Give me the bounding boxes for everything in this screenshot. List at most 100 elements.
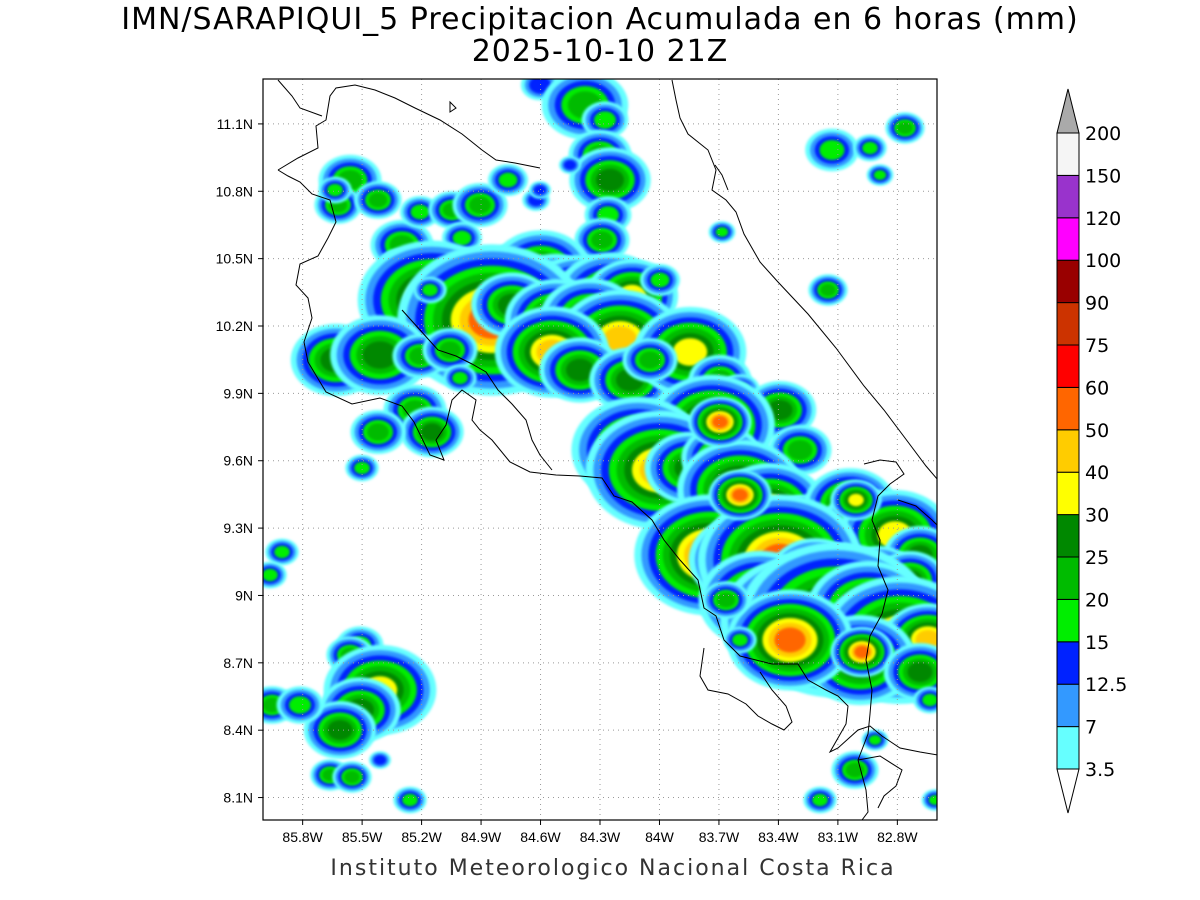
colorbar-label: 100 — [1085, 250, 1121, 272]
colorbar-box — [1056, 302, 1080, 346]
caribbean-coast — [671, 79, 937, 480]
colorbar-box — [1056, 514, 1080, 558]
map-grid — [263, 79, 937, 820]
lat-tick-label: 9N — [235, 587, 253, 603]
precip-contour — [439, 341, 461, 359]
precip-contour — [639, 351, 661, 369]
precip-contour — [469, 196, 491, 214]
institution-credit: Instituto Meteorologico Nacional Costa R… — [330, 856, 896, 881]
precip-contour — [820, 283, 836, 297]
colorbar-box — [1056, 217, 1080, 261]
colorbar-box — [1056, 726, 1080, 770]
precip-contour — [529, 79, 551, 94]
nicaragua-coast-north — [277, 79, 323, 117]
precip-contour — [716, 592, 736, 608]
colorbar-box — [1056, 174, 1080, 219]
precip-contour — [732, 488, 748, 502]
precip-contour — [421, 423, 443, 441]
lon-tick-label: 84.6W — [520, 829, 561, 845]
coastlines-borders — [277, 79, 937, 820]
lake-island — [449, 100, 457, 113]
precip-contour — [289, 696, 311, 714]
colorbar-label: 25 — [1085, 547, 1109, 569]
precip-contour — [344, 770, 360, 784]
colorbar-box — [1056, 641, 1080, 685]
pacific-coast-north — [277, 169, 937, 756]
colorbar-label: 60 — [1085, 377, 1109, 399]
lon-tick-label: 84.9W — [461, 829, 502, 845]
colorbar-box — [1056, 471, 1080, 516]
lon-tick-label: 85.8W — [282, 829, 323, 845]
map-title: IMN/SARAPIQUI_5 Precipitacion Acumulada … — [121, 2, 1079, 37]
colorbar-box — [1056, 556, 1080, 600]
colorbar-label: 75 — [1085, 335, 1109, 357]
map-subtitle: 2025-10-10 21Z — [471, 34, 729, 69]
colorbar-label: 15 — [1085, 632, 1109, 654]
colorbar-box — [1056, 386, 1080, 431]
precip-contour — [868, 735, 882, 745]
lat-tick-label: 9.3N — [223, 520, 253, 536]
colorbar-label: 20 — [1085, 589, 1109, 611]
colorbar-box — [1056, 598, 1080, 643]
precip-contour — [767, 400, 793, 420]
precip-contour — [410, 204, 430, 220]
precip-contour — [897, 121, 913, 135]
precip-contour — [848, 493, 864, 507]
colorbar-under-triangle — [1056, 768, 1080, 814]
precip-contour — [565, 358, 595, 382]
colorbar-over-triangle — [1056, 88, 1080, 134]
colorbar-box — [1056, 259, 1080, 304]
colorbar-label: 50 — [1085, 420, 1109, 442]
precip-contour — [862, 141, 878, 155]
colorbar-label: 200 — [1085, 123, 1121, 145]
lat-tick-label: 8.4N — [223, 722, 253, 738]
lat-tick-label: 9.9N — [223, 385, 253, 401]
precip-contour — [498, 172, 518, 188]
precip-contour — [774, 627, 806, 653]
lon-tick-label: 85.2W — [401, 829, 442, 845]
colorbar-label: 40 — [1085, 462, 1109, 484]
precip-contour — [819, 140, 845, 160]
precip-contour — [263, 568, 278, 582]
precip-contour — [873, 170, 887, 180]
colorbar-label: 7 — [1085, 717, 1097, 739]
bocas-del-toro — [897, 499, 937, 526]
lat-tick-label: 10.5N — [216, 251, 253, 267]
precip-contour — [354, 461, 370, 475]
precip-contour — [422, 283, 438, 297]
lon-tick-label: 83.4W — [758, 829, 799, 845]
precip-contour — [787, 440, 813, 460]
precip-contour — [402, 793, 418, 807]
burica-point — [857, 755, 903, 820]
precip-contour — [274, 545, 290, 559]
colorbar-label: 120 — [1085, 208, 1121, 230]
precip-contour — [452, 371, 468, 385]
precip-contour — [373, 755, 387, 765]
osa-peninsula — [699, 647, 793, 731]
colorbar-label: 150 — [1085, 165, 1121, 187]
colorbar: 3.5 7 12.5 15 20 25 30 40 50 60 75 90 100 120 150 200 — [1056, 88, 1127, 814]
nicaragua-border — [277, 84, 541, 171]
lon-tick-label: 83.7W — [699, 829, 740, 845]
precip-contour — [594, 111, 616, 129]
lat-tick-label: 8.1N — [223, 790, 253, 806]
precip-contour — [362, 341, 398, 369]
precip-contour — [595, 168, 625, 192]
precip-contour — [533, 185, 547, 195]
colorbar-box — [1056, 683, 1080, 728]
precip-contour — [812, 793, 828, 807]
precip-contour — [591, 231, 613, 249]
precip-contour — [922, 693, 937, 707]
lon-tick-label: 83.1W — [818, 829, 859, 845]
lat-tick-label: 10.2N — [216, 318, 253, 334]
colorbar-label: 3.5 — [1085, 759, 1115, 781]
precip-contour — [712, 415, 728, 429]
lon-tick-label: 85.5W — [342, 829, 383, 845]
precip-contour — [715, 227, 729, 237]
precip-contour — [563, 160, 577, 170]
precip-contour — [854, 645, 870, 659]
panama-border — [857, 459, 905, 761]
colorbar-box — [1056, 132, 1080, 176]
lon-tick-label: 82.8W — [877, 829, 918, 845]
